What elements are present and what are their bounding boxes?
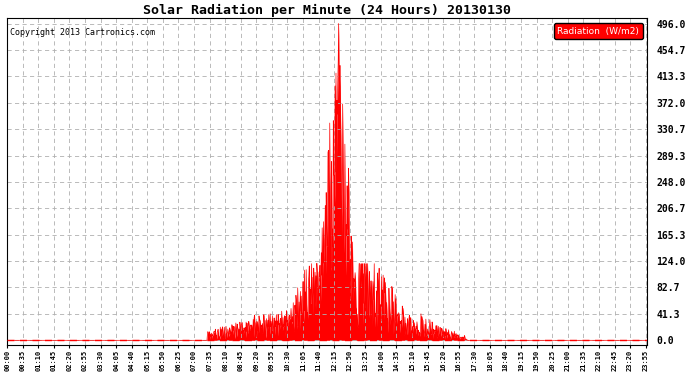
Legend: Radiation  (W/m2): Radiation (W/m2) — [554, 23, 643, 39]
Text: Copyright 2013 Cartronics.com: Copyright 2013 Cartronics.com — [10, 28, 155, 37]
Title: Solar Radiation per Minute (24 Hours) 20130130: Solar Radiation per Minute (24 Hours) 20… — [144, 4, 511, 17]
